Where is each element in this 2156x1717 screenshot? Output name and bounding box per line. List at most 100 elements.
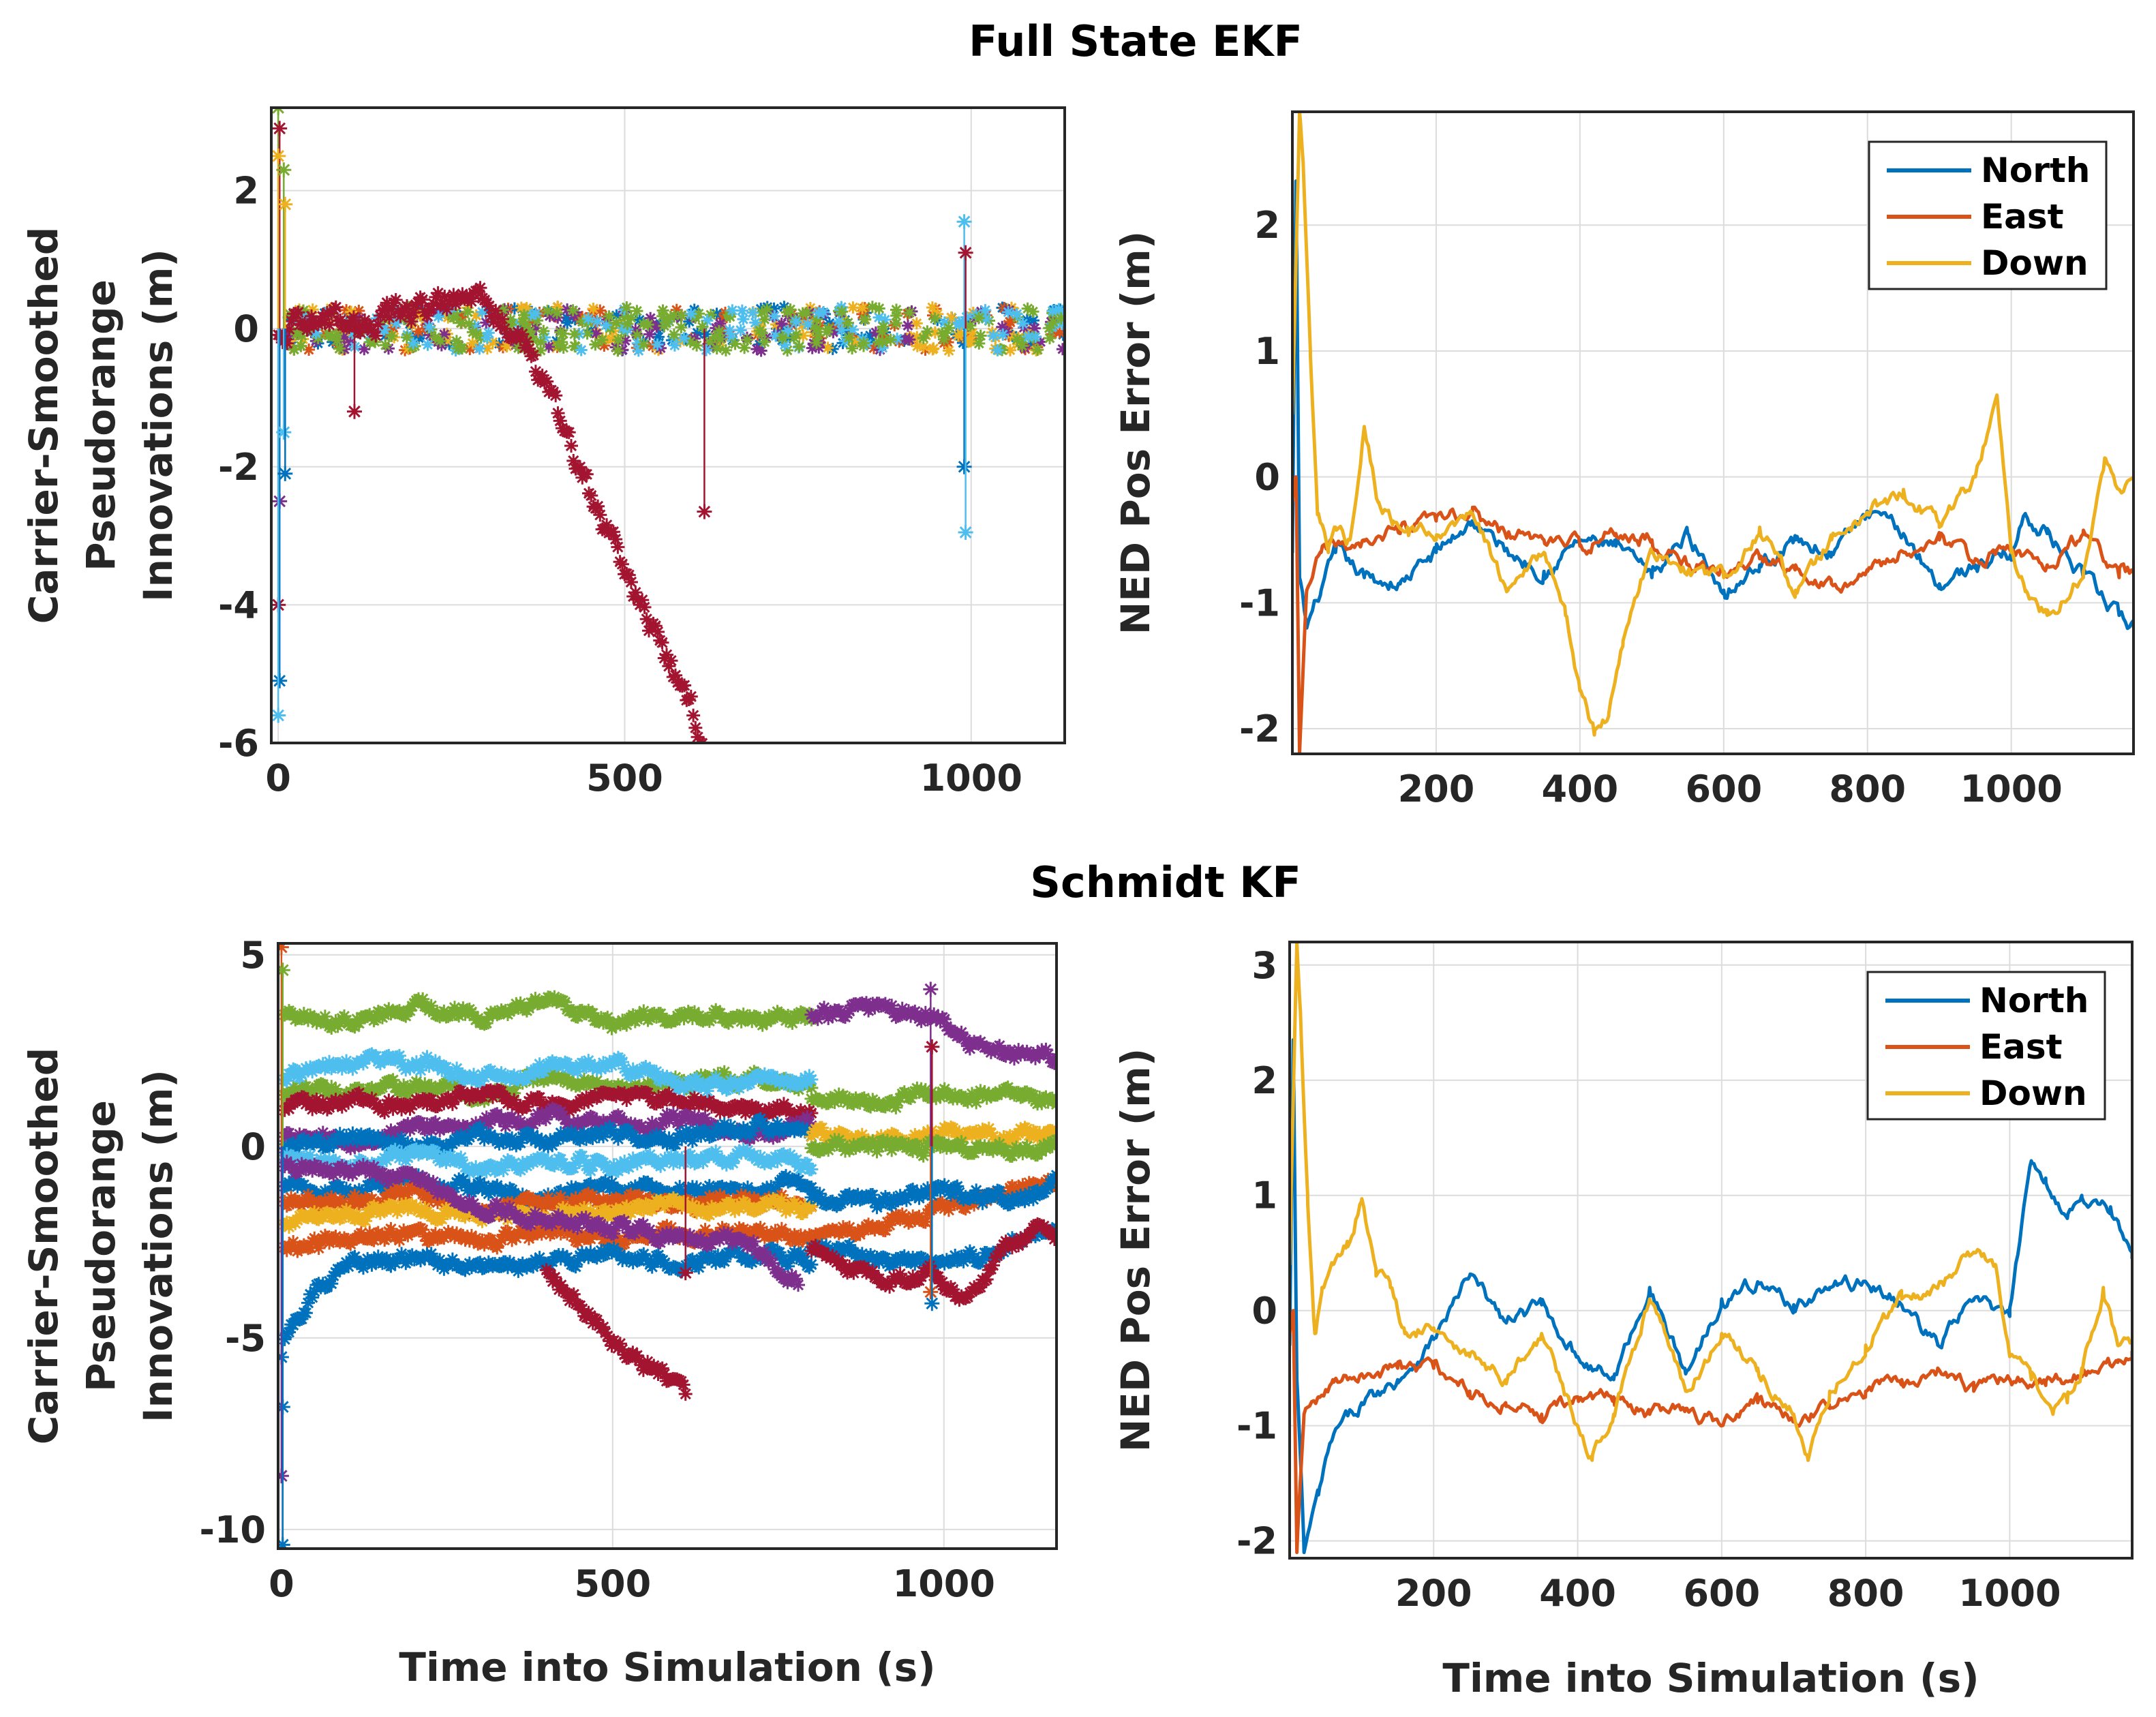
y-tick-label: 5 [240,934,266,977]
innovation-series [278,1082,819,1124]
x-tick-label: 600 [1683,1572,1760,1615]
innovation-series [804,1217,1057,1307]
spike-marker [278,1468,289,1484]
x-tick-label: 800 [1829,768,1906,810]
schmidt-ned-pos-error-chart: 200 400 600 800 1000 3 2 1 0 -1 -2 NED Pos Error (m… [1112,941,2134,1701]
y-tick-label: -1 [1239,581,1280,624]
legend-entry: North [1979,981,2089,1020]
innovation-series [804,1133,1057,1163]
legend: North East Down [1866,971,2106,1121]
figure-title-top: Full State EKF [969,16,1303,66]
x-tick-label: 400 [1539,1572,1616,1615]
spike-marker [278,962,290,978]
spike-marker [276,162,292,178]
y-tick-label: 1 [1251,1174,1277,1217]
data-layer [1292,112,2134,754]
legend-entry: East [1981,197,2064,237]
x-tick-label: 1000 [1960,768,2063,810]
x-tick-label: 0 [269,1562,294,1605]
y-axis-label: Innovations (m) [135,1069,181,1423]
series-line-east [1290,1309,2132,1555]
innovation-band [288,301,1065,356]
y-tick-label: 2 [233,170,259,213]
y-tick-label: -5 [225,1317,266,1360]
axes-frame [270,106,1066,744]
axes-frame [1288,941,2134,1560]
spike-marker [923,1284,939,1300]
series-line-down [1292,112,2134,737]
y-tick-label: 0 [240,1125,266,1168]
innovation-series [278,990,819,1035]
y-tick-label: 2 [1254,204,1280,247]
series-line-east [1292,475,2134,754]
y-tick-label: -6 [218,722,259,765]
spike-marker [277,196,293,212]
spike-marker [958,245,973,260]
y-tick-label: 0 [1251,1290,1277,1333]
y-tick-label: -1 [1236,1405,1277,1448]
spike-marker [956,214,972,230]
legend-entry: Down [1981,243,2089,283]
plot-area [271,108,1065,743]
series-line-down [1290,942,2132,1462]
innovation-series [539,1263,693,1401]
spike-marker [271,708,286,723]
series-line-north [1290,1038,2132,1555]
data-layer [278,943,1057,1549]
spike-marker [272,673,288,688]
spike-marker [278,943,289,955]
spike-marker [958,525,973,540]
spike-marker [924,1039,940,1054]
spike-marker [272,121,288,136]
spike-marker [924,1296,940,1311]
y-axis-label: Carrier-Smoothed [20,227,67,624]
spike-marker [923,982,939,997]
x-tick-label: 0 [265,757,291,800]
ekf-innovations-chart: 0 500 1000 2 0 -2 -4 -6 Carrier-Smoothed Pseudora… [20,106,1066,800]
y-tick-label: -2 [218,446,259,489]
x-tick-label: 500 [586,757,663,800]
y-tick-label: 0 [1254,456,1280,499]
spike-marker [678,1265,693,1281]
y-axis-label: Pseudorange [78,1100,124,1392]
spike-marker [347,404,362,419]
x-tick-label: 200 [1395,1572,1472,1615]
figure-title-bottom: Schmidt KF [1030,857,1301,907]
x-tick-label: 1000 [893,1562,995,1605]
spike-marker [697,504,712,519]
x-tick-label: 1000 [1958,1572,2061,1615]
y-axis-label: NED Pos Error (m) [1112,1048,1159,1453]
y-axis-label: NED Pos Error (m) [1112,231,1159,635]
y-tick-label: 3 [1251,944,1277,987]
ekf-ned-pos-error-chart: 200 400 600 800 1000 2 1 0 -1 -2 NED Pos Error (m)… [1112,110,2135,810]
x-tick-label: 500 [574,1562,651,1605]
legend-entry: Down [1979,1074,2087,1113]
x-axis-label: Time into Simulation (s) [399,1644,935,1690]
y-tick-label: -10 [199,1508,266,1551]
innovation-series [804,1080,1057,1114]
data-layer [1290,942,2132,1555]
innovation-series [278,1047,819,1098]
schmidt-innovations-chart: 0 500 1000 5 0 -5 -10 Carrier-Smoothed Pseudoran… [20,934,1058,1690]
y-tick-label: -2 [1236,1520,1277,1563]
spike-marker [277,466,293,481]
legend-entry: East [1979,1027,2063,1067]
spike-marker [278,1537,290,1549]
y-axis-label: Innovations (m) [135,249,181,602]
spike-marker [956,459,972,474]
y-axis-label: Carrier-Smoothed [20,1048,67,1445]
legend: North East Down [1868,140,2108,290]
x-tick-label: 800 [1827,1572,1904,1615]
y-tick-label: -2 [1239,708,1280,750]
data-layer [271,108,1065,743]
innovation-series [804,996,1057,1070]
spike-marker [276,425,292,440]
y-tick-label: 0 [233,307,259,350]
axes-frame [277,942,1058,1550]
y-tick-label: 2 [1251,1059,1277,1102]
y-tick-label: -4 [218,583,259,626]
axes-frame [1291,110,2135,755]
innovation-series [804,1168,1057,1215]
x-axis-label: Time into Simulation (s) [1442,1655,1979,1701]
